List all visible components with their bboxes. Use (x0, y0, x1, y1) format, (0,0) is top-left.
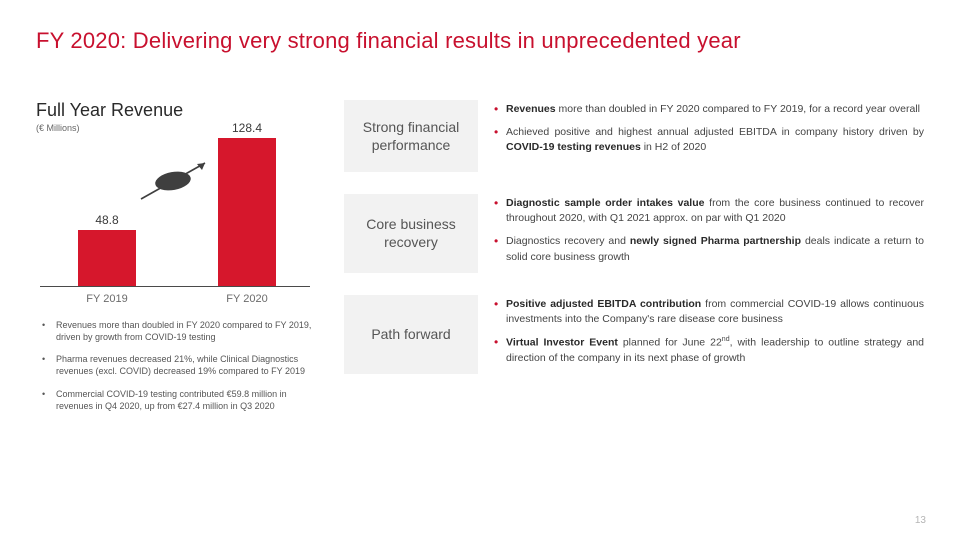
section-financial: Strong financial performance Revenues mo… (344, 100, 924, 172)
section-bullets: Revenues more than doubled in FY 2020 co… (492, 100, 924, 172)
section-bullets: Positive adjusted EBITDA contribution fr… (492, 295, 924, 374)
section-core: Core business recovery Diagnostic sample… (344, 194, 924, 273)
revenue-chart: 48.8 128.4 FY 2019 FY 2020 (36, 139, 314, 305)
bullet: Achieved positive and highest annual adj… (492, 125, 924, 155)
left-bullet: Pharma revenues decreased 21%, while Cli… (54, 353, 314, 377)
bar-fy2020 (218, 138, 276, 286)
bullet: Virtual Investor Event planned for June … (492, 335, 924, 366)
bullet: Positive adjusted EBITDA contribution fr… (492, 297, 924, 327)
bullet: Diagnostic sample order intakes value fr… (492, 196, 924, 226)
page-number: 13 (915, 515, 926, 526)
bar-fy2019 (78, 230, 136, 286)
chart-title: Full Year Revenue (36, 100, 314, 121)
section-label: Core business recovery (344, 194, 478, 273)
left-column: Full Year Revenue (€ Millions) 48.8 128.… (36, 100, 314, 422)
xlabel-fy2020: FY 2020 (207, 293, 287, 305)
slide: FY 2020: Delivering very strong financia… (0, 0, 960, 540)
left-bullet: Revenues more than doubled in FY 2020 co… (54, 319, 314, 343)
x-axis (40, 286, 310, 287)
content-area: Full Year Revenue (€ Millions) 48.8 128.… (36, 100, 924, 422)
right-column: Strong financial performance Revenues mo… (344, 100, 924, 422)
section-bullets: Diagnostic sample order intakes value fr… (492, 194, 924, 273)
growth-arrow-icon (135, 157, 219, 212)
section-path: Path forward Positive adjusted EBITDA co… (344, 295, 924, 374)
bar-fy2020-value: 128.4 (218, 121, 276, 135)
left-bullet: Commercial COVID-19 testing contributed … (54, 388, 314, 412)
bar-fy2019-value: 48.8 (78, 213, 136, 227)
xlabel-fy2019: FY 2019 (67, 293, 147, 305)
section-label: Strong financial performance (344, 100, 478, 172)
bullet: Diagnostics recovery and newly signed Ph… (492, 234, 924, 264)
slide-title: FY 2020: Delivering very strong financia… (36, 28, 924, 54)
section-label: Path forward (344, 295, 478, 374)
chart-plot: 48.8 128.4 (40, 139, 310, 287)
left-bullet-list: Revenues more than doubled in FY 2020 co… (36, 319, 314, 412)
bullet: Revenues more than doubled in FY 2020 co… (492, 102, 924, 117)
